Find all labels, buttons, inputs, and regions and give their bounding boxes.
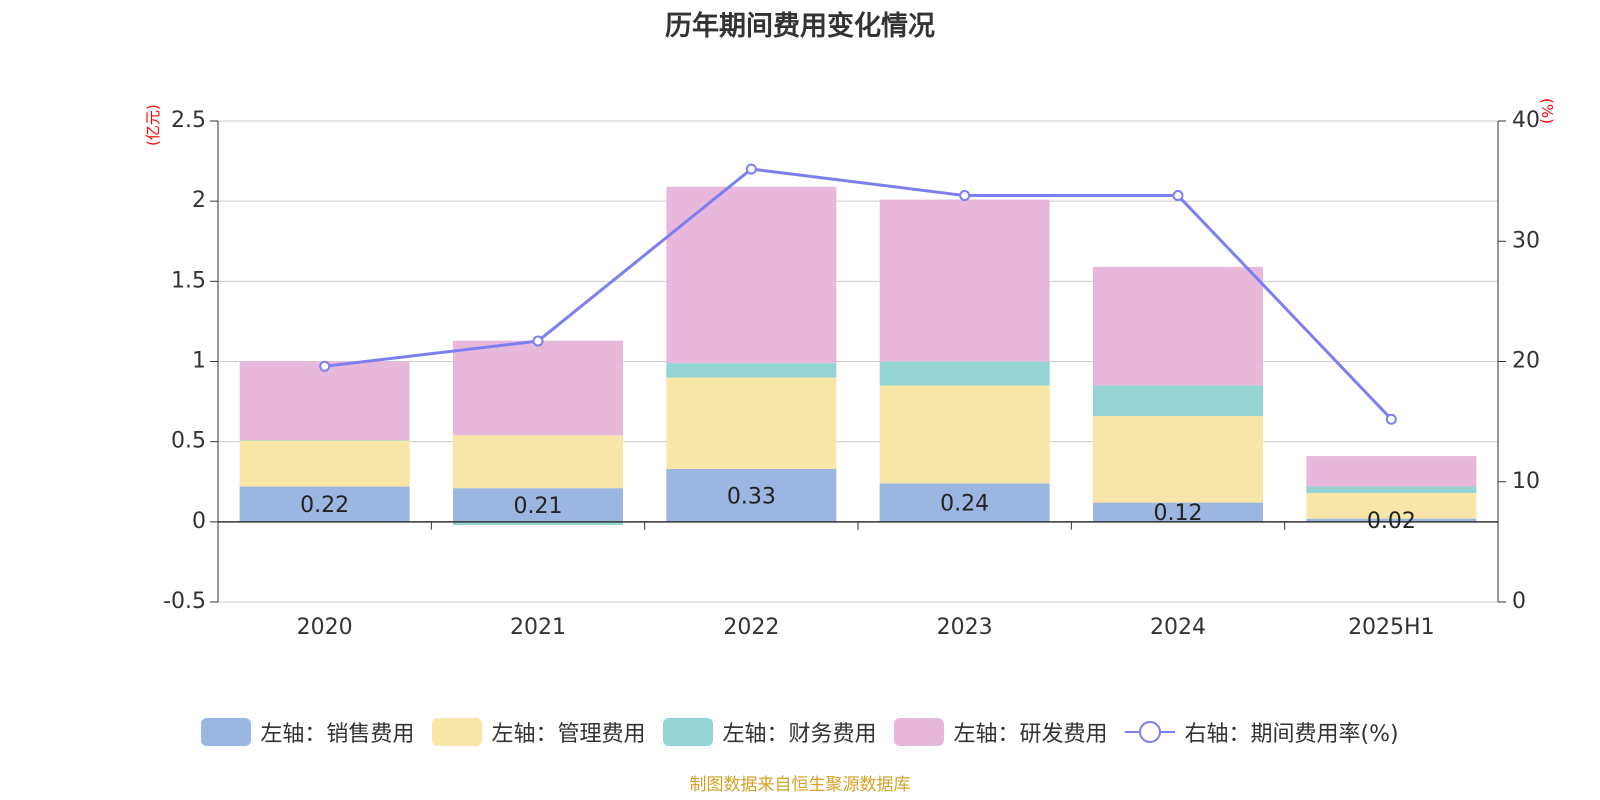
- right-axis-tick-label: 0: [1512, 589, 1526, 614]
- bar-finance: [239, 440, 410, 441]
- bar-sales: [879, 483, 1050, 522]
- legend-item-rd[interactable]: 左轴：研发费用: [894, 716, 1107, 748]
- x-axis-tick-label: 2025H1: [1348, 615, 1435, 640]
- legend-swatch-rd: [894, 718, 945, 746]
- legend-label-admin: 左轴：管理费用: [491, 722, 646, 747]
- bar-data-label: 0.24: [940, 492, 989, 517]
- left-axis-tick-label: 0.5: [171, 429, 206, 454]
- legend-label-rd: 左轴：研发费用: [953, 722, 1108, 747]
- bar-finance: [453, 521, 623, 526]
- legend-item-finance[interactable]: 左轴：财务费用: [663, 716, 876, 748]
- chart-legend: 左轴：销售费用 左轴：管理费用 左轴：财务费用 左轴：研发费用 右轴：期间费用率…: [0, 716, 1600, 748]
- bar-sales: [666, 468, 837, 522]
- bar-finance: [1306, 486, 1477, 493]
- bar-sales: [453, 488, 623, 522]
- x-axis-tick-label: 2023: [937, 615, 993, 640]
- bar-data-label: 0.22: [300, 493, 349, 518]
- rate-point: [1385, 413, 1397, 425]
- bar-sales: [1093, 502, 1263, 522]
- rate-point: [532, 335, 544, 347]
- legend-label-rate: 右轴：期间费用率(%): [1184, 722, 1399, 747]
- legend-item-admin[interactable]: 左轴：管理费用: [432, 716, 645, 748]
- x-axis-tick-label: 2022: [723, 615, 779, 640]
- rate-point: [745, 163, 757, 175]
- bar-rd: [879, 199, 1050, 362]
- left-axis-tick-label: 1.5: [171, 268, 206, 293]
- legend-swatch-finance: [663, 718, 714, 746]
- left-axis-tick-label: 1: [192, 349, 206, 374]
- left-axis-tick-label: 2: [192, 188, 206, 213]
- x-axis-tick-label: 2021: [510, 615, 566, 640]
- right-axis-tick-label: 30: [1512, 228, 1540, 253]
- chart-title: 历年期间费用变化情况: [665, 11, 935, 42]
- bar-data-label: 0.21: [514, 494, 563, 519]
- legend-swatch-sales: [201, 718, 252, 746]
- bar-rd: [1093, 266, 1263, 386]
- bar-data-label: 0.12: [1154, 501, 1203, 526]
- left-axis-tick-label: 0: [192, 509, 206, 534]
- legend-label-finance: 左轴：财务费用: [722, 722, 877, 747]
- x-axis-tick-label: 2024: [1150, 615, 1206, 640]
- rate-line: [324, 167, 1393, 421]
- bar-admin: [666, 377, 837, 469]
- bar-rd: [1306, 456, 1477, 487]
- legend-item-rate[interactable]: 右轴：期间费用率(%): [1125, 716, 1399, 748]
- rate-point: [319, 360, 331, 372]
- legend-line-icon: [1125, 721, 1176, 743]
- right-axis-tick-label: 20: [1512, 349, 1540, 374]
- bar-admin: [239, 440, 410, 487]
- right-axis-tick-label: 10: [1512, 469, 1540, 494]
- legend-label-sales: 左轴：销售费用: [260, 722, 415, 747]
- bar-data-label: 0.33: [727, 484, 776, 509]
- bar-rd: [239, 361, 410, 441]
- bar-finance: [666, 363, 837, 378]
- bar-sales: [1306, 518, 1477, 522]
- data-source-note: 制图数据来自恒生聚源数据库: [689, 775, 911, 795]
- rate-point: [959, 190, 971, 202]
- bar-data-label: 0.02: [1367, 509, 1416, 534]
- right-axis-tick-label: 40: [1512, 108, 1540, 133]
- legend-swatch-admin: [432, 718, 483, 746]
- x-axis-tick-label: 2020: [297, 615, 353, 640]
- bar-admin: [1306, 492, 1477, 519]
- bar-finance: [1093, 385, 1263, 417]
- bar-rd: [666, 186, 837, 364]
- bar-finance: [879, 361, 1050, 386]
- bar-sales: [239, 486, 410, 522]
- legend-item-sales[interactable]: 左轴：销售费用: [201, 716, 414, 748]
- bar-admin: [453, 435, 623, 489]
- left-axis-tick-label: -0.5: [163, 589, 206, 614]
- bar-admin: [879, 385, 1050, 484]
- rate-point: [1172, 190, 1184, 202]
- bar-admin: [1093, 416, 1263, 503]
- bar-rd: [453, 340, 623, 436]
- left-axis-tick-label: 2.5: [171, 108, 206, 133]
